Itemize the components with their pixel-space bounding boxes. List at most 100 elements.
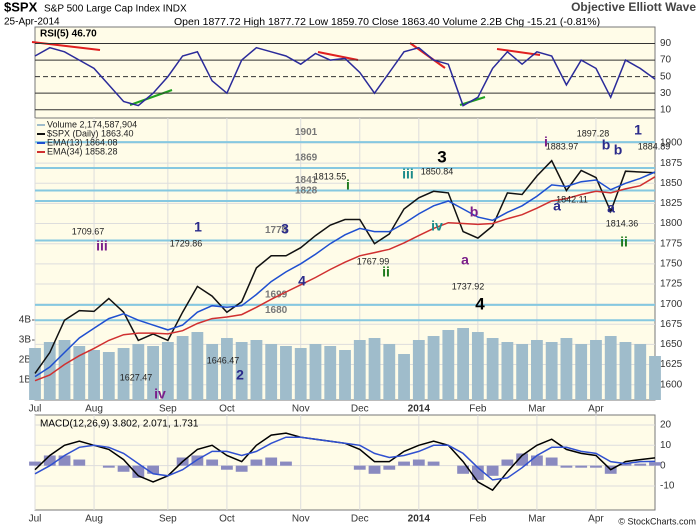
volume-bar (412, 340, 425, 400)
histogram-bar (531, 455, 543, 466)
price-label: 1850.84 (421, 166, 454, 176)
source: © StockCharts.com (618, 516, 696, 526)
x-tick-label: Feb (469, 514, 487, 525)
x-tick-label: Sep (159, 514, 177, 525)
price-label: 1814.36 (606, 218, 639, 228)
volume-bar (427, 336, 440, 400)
wave-label: iii (402, 166, 414, 182)
histogram-bar (206, 459, 219, 466)
level-label: 1680 (265, 305, 288, 316)
x-tick-label: Dec (351, 404, 369, 415)
trend-line (496, 48, 541, 56)
wave-label: a (607, 200, 615, 216)
histogram-bar (280, 461, 292, 466)
quote: Open 1877.72 High 1877.72 Low 1859.70 Cl… (174, 16, 600, 28)
volume-bar (649, 356, 661, 400)
x-tick-label: Mar (528, 514, 546, 525)
histogram-bar (575, 465, 588, 468)
histogram-bar (457, 465, 469, 474)
date: 25-Apr-2014 (4, 17, 60, 28)
y-tick-label: 1775 (660, 238, 683, 249)
y-tick-label: 90 (660, 38, 672, 49)
histogram-bar (132, 465, 145, 478)
legend-label: EMA(34) 1858.28 (47, 146, 118, 156)
y2-tick-label: 4B (19, 315, 32, 326)
volume-bar (442, 330, 455, 400)
series-line (34, 436, 656, 481)
legend-swatch (37, 142, 45, 144)
histogram-bar (102, 465, 115, 468)
legend-swatch (37, 151, 45, 153)
histogram-bar (590, 465, 602, 468)
histogram-bar (43, 455, 56, 466)
price-label: 1709.67 (72, 226, 105, 236)
y-tick-label: 1875 (660, 158, 683, 169)
level-label: 1699 (265, 290, 288, 301)
histogram-bar (516, 453, 529, 466)
volume-bar (294, 348, 307, 400)
y-tick-label: 0 (660, 460, 666, 471)
wave-label: a (461, 252, 469, 268)
y2-tick-label: 1B (19, 375, 32, 386)
volume-bar (545, 342, 558, 400)
volume-bar (280, 346, 292, 400)
volume-bar (531, 340, 543, 400)
x-tick-label: 2014 (408, 404, 431, 415)
volume-bar (619, 342, 632, 400)
histogram-bar (412, 459, 425, 466)
price-label: 1627.47 (120, 372, 153, 382)
y2-tick-label: 2B (19, 355, 32, 366)
volume-bar (560, 338, 573, 400)
volume-bar (73, 346, 86, 400)
wave-label: 2 (236, 367, 244, 383)
histogram-bar (471, 465, 484, 480)
y-tick-label: 1850 (660, 178, 683, 189)
y-tick-label: 50 (660, 71, 672, 82)
histogram-bar (368, 465, 381, 474)
volume-bar (486, 338, 499, 400)
y-tick-label: 1750 (660, 258, 683, 269)
histogram-bar (560, 465, 573, 468)
x-tick-label: Jul (29, 404, 42, 415)
price-label: 1897.28 (577, 128, 610, 138)
price-label: 1883.97 (546, 141, 579, 151)
volume-bar (221, 338, 233, 400)
histogram-bar (221, 465, 233, 470)
wave-label: 3 (281, 221, 289, 237)
volume-bar (235, 342, 248, 400)
x-tick-label: Oct (219, 514, 235, 525)
histogram-bar (353, 465, 366, 470)
x-tick-label: Nov (292, 514, 310, 525)
y-tick-label: 1725 (660, 279, 683, 290)
volume-bar (147, 346, 159, 400)
histogram-bar (501, 459, 514, 466)
volume-bar (353, 340, 366, 400)
x-tick-label: Nov (292, 404, 310, 415)
level-label: 1901 (295, 127, 318, 138)
level-label: 1828 (295, 186, 318, 197)
legend-swatch (37, 124, 45, 126)
rsi-panel (34, 26, 656, 119)
volume-bar (206, 344, 219, 400)
x-tick-label: Mar (528, 404, 546, 415)
wave-label: a (553, 198, 561, 214)
legend-label: Volume 2,174,587,904 (47, 119, 137, 129)
volume-bar (161, 342, 174, 400)
x-tick-label: Sep (159, 404, 177, 415)
index-name: S&P 500 Large Cap Index INDX (44, 4, 187, 15)
x-tick-label: Jul (29, 514, 42, 525)
histogram-bar (649, 462, 661, 466)
volume-bar (176, 336, 189, 400)
histogram-bar (117, 465, 130, 472)
volume-bar (383, 344, 396, 400)
volume-bar (58, 340, 71, 400)
histogram-bar (427, 461, 440, 466)
y-tick-label: 1800 (660, 218, 683, 229)
volume-bar (575, 344, 588, 400)
legend-label: EMA(13) 1864.08 (47, 137, 118, 147)
volume-bar (132, 344, 145, 400)
x-tick-label: Aug (85, 514, 103, 525)
volume-bar (117, 348, 130, 400)
wave-label: i (346, 177, 350, 193)
x-tick-label: Dec (351, 514, 369, 525)
